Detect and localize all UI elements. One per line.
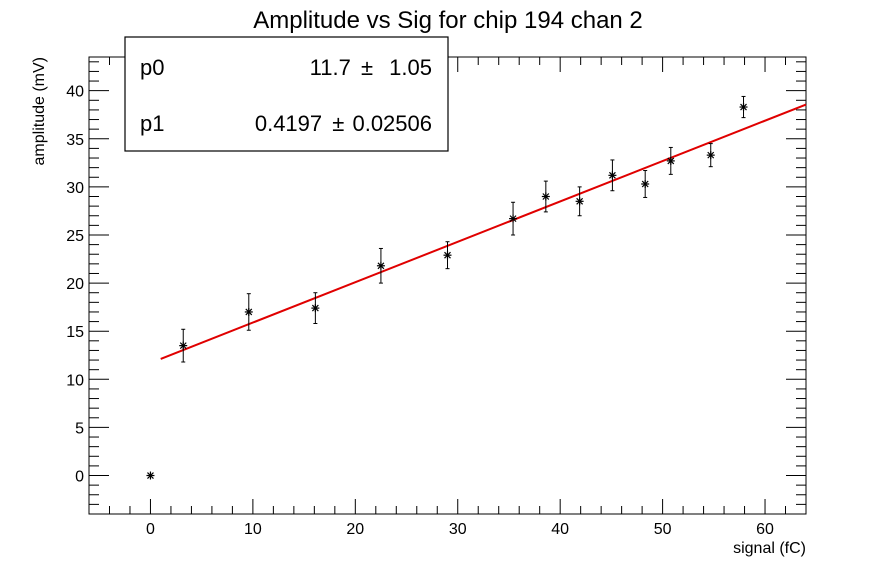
star-marker (641, 180, 649, 188)
x-tick-label: 20 (346, 521, 364, 538)
stats-p1-label: p1 (140, 111, 164, 136)
y-tick-label: 15 (66, 324, 84, 341)
y-axis-tick-labels: 0 5 10 15 20 25 30 35 40 (66, 84, 84, 486)
x-axis-label: signal (fC) (733, 540, 806, 557)
data-point (509, 201, 518, 236)
data-point (311, 292, 320, 325)
star-marker (245, 308, 253, 316)
chart-title: Amplitude vs Sig for chip 194 chan 2 (253, 7, 643, 34)
x-tick-label: 60 (756, 521, 774, 538)
data-point (641, 170, 650, 198)
fit-line (160, 103, 807, 360)
y-tick-label: 35 (66, 132, 84, 149)
y-axis-ticks (89, 61, 806, 515)
star-marker (608, 171, 616, 179)
stats-p1-pm: ± (332, 111, 344, 136)
star-marker (542, 193, 550, 200)
x-tick-label: 40 (551, 521, 569, 538)
star-marker (147, 472, 154, 479)
x-tick-label: 0 (146, 521, 155, 538)
data-point (146, 471, 155, 480)
data-point (706, 143, 715, 168)
x-tick-label: 50 (654, 521, 672, 538)
star-marker (377, 262, 385, 270)
y-tick-label: 0 (75, 469, 84, 486)
data-point (575, 186, 584, 217)
data-point (541, 180, 550, 213)
stats-box: p0 11.7 ± 1.05 p1 0.4197 ± 0.02506 (124, 36, 449, 152)
data-point (608, 159, 617, 192)
y-tick-label: 25 (66, 228, 84, 245)
star-marker (509, 215, 517, 223)
stats-p1-value: 0.4197 ± 0.02506 (255, 111, 432, 136)
x-tick-label: 30 (449, 521, 467, 538)
stats-p0-label: p0 (140, 55, 164, 80)
stats-p1-central: 0.4197 (255, 111, 322, 136)
y-tick-label: 5 (75, 420, 84, 437)
data-point (376, 247, 385, 284)
y-tick-label: 20 (66, 276, 84, 293)
data-point (179, 328, 188, 363)
star-marker (444, 251, 451, 259)
stats-p0-central: 11.7 (310, 55, 351, 80)
star-marker (576, 197, 584, 205)
y-tick-label: 40 (66, 84, 84, 101)
star-marker (707, 151, 715, 159)
data-points-group (146, 95, 748, 480)
star-marker (667, 157, 675, 165)
star-marker (740, 103, 747, 111)
stats-p1-error: 0.02506 (352, 111, 432, 136)
stats-p0-pm: ± (361, 55, 373, 80)
data-point (666, 146, 675, 175)
stats-box-frame (124, 36, 449, 152)
data-point (739, 95, 748, 119)
y-axis-label: amplitude (mV) (31, 57, 48, 165)
stats-p0-value: 11.7 ± 1.05 (310, 55, 432, 80)
star-marker (311, 304, 319, 312)
y-tick-label: 10 (66, 372, 84, 389)
y-tick-label: 30 (66, 180, 84, 197)
stats-p0-error: 1.05 (389, 55, 432, 80)
x-axis-tick-labels: 0 10 20 30 40 50 60 (146, 521, 774, 538)
star-marker (179, 342, 187, 350)
fit-line-group (160, 103, 807, 360)
data-point (443, 241, 452, 270)
data-point (244, 293, 253, 331)
x-tick-label: 10 (244, 521, 262, 538)
